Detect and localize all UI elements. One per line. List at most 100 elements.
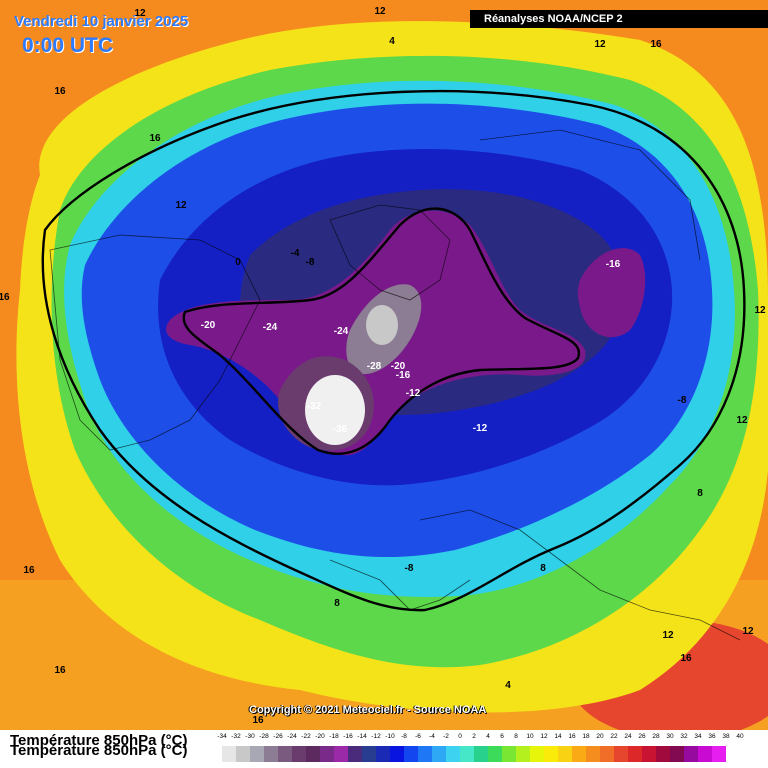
contour-label: 16	[650, 39, 662, 50]
coastline-overlay	[49, 129, 741, 641]
legend-tick-label: 34	[694, 733, 702, 740]
legend-tick-label: 36	[708, 733, 716, 740]
contour-label: -24	[334, 326, 349, 337]
legend-tick-label: -10	[385, 733, 395, 740]
legend-tick-label: 28	[652, 733, 660, 740]
legend-tick-label: -6	[415, 733, 421, 740]
legend-swatch	[460, 746, 474, 762]
legend-tick-label: -18	[329, 733, 339, 740]
legend-swatch	[278, 746, 292, 762]
legend-tick-label: 40	[736, 733, 744, 740]
legend-swatch	[670, 746, 684, 762]
legend-swatch	[614, 746, 628, 762]
legend-swatch	[432, 746, 446, 762]
contour-label: 16	[149, 133, 161, 144]
legend-swatch	[264, 746, 278, 762]
legend-swatch	[530, 746, 544, 762]
contour-label: 4	[505, 680, 511, 691]
contour-label: -28	[367, 361, 382, 372]
legend-tick-label: 32	[680, 733, 688, 740]
legend-swatch	[558, 746, 572, 762]
legend-swatch	[516, 746, 530, 762]
legend-tick-label: 16	[568, 733, 576, 740]
contour-label: 16	[54, 665, 66, 676]
legend-swatch	[222, 746, 236, 762]
legend-swatch	[502, 746, 516, 762]
legend-swatch	[320, 746, 334, 762]
contour-label: -8	[678, 395, 687, 406]
legend-swatch	[628, 746, 642, 762]
legend-tick-label: 24	[624, 733, 632, 740]
contour-label: -4	[291, 248, 300, 259]
legend-swatch	[544, 746, 558, 762]
legend-tick-label: 22	[610, 733, 618, 740]
contour-label: 12	[594, 39, 606, 50]
legend-swatch	[306, 746, 320, 762]
contour-label: -16	[396, 370, 411, 381]
legend-swatch	[488, 746, 502, 762]
legend-tick-label: -34	[217, 733, 227, 740]
legend-tick-label: -12	[371, 733, 381, 740]
contour-label: 4	[389, 36, 395, 47]
map-footer: Température 850hPa (°C) Température 850h…	[0, 730, 768, 768]
legend-swatch	[642, 746, 656, 762]
contour-label: -20	[201, 320, 216, 331]
contour-label: -12	[406, 388, 421, 399]
legend-tick-label: 0	[458, 733, 462, 740]
legend-tick-label: 6	[500, 733, 504, 740]
legend-tick-label: -26	[273, 733, 283, 740]
legend-tick-label: -4	[429, 733, 435, 740]
contour-label: 16	[252, 715, 264, 726]
legend-swatch	[250, 746, 264, 762]
legend-swatch	[404, 746, 418, 762]
legend-swatch	[446, 746, 460, 762]
legend-swatch	[572, 746, 586, 762]
legend-swatch	[376, 746, 390, 762]
contour-label: 12	[662, 630, 674, 641]
legend-swatch	[656, 746, 670, 762]
legend-swatch	[684, 746, 698, 762]
contour-label: 12	[134, 8, 146, 19]
legend-tick-label: 10	[526, 733, 534, 740]
legend-tick-label: -22	[301, 733, 311, 740]
contour-label: 8	[334, 598, 340, 609]
legend-swatch	[292, 746, 306, 762]
legend-tick-label: 12	[540, 733, 548, 740]
forecast-date: Vendredi 10 janvier 2025	[14, 13, 189, 30]
legend-tick-label: -30	[245, 733, 255, 740]
zero-isotherm-contour	[41, 89, 746, 612]
color-scale-legend: -34 -32 -30 -28 -26 -24 -22 -20 -18 -16 -14 -12 -10-…	[214, 730, 768, 768]
contour-label: 12	[175, 200, 187, 211]
contour-label: 16	[23, 565, 35, 576]
legend-swatch	[698, 746, 712, 762]
footer-title-shadow: Température 850hPa (°C)	[10, 742, 188, 759]
contour-label: 16	[680, 653, 692, 664]
contour-label: 12	[742, 626, 754, 637]
minus-twenty-contour	[182, 207, 581, 455]
legend-tick-label: 26	[638, 733, 646, 740]
contour-label: -16	[606, 259, 621, 270]
contour-label: 8	[540, 563, 546, 574]
legend-swatch	[334, 746, 348, 762]
legend-tick-label: 2	[472, 733, 476, 740]
source-label: Réanalyses NOAA/NCEP 2	[470, 10, 768, 28]
footer-title: Température 850hPa (°C)	[10, 732, 188, 749]
legend-tick-label: -32	[231, 733, 241, 740]
legend-tick-label: 30	[666, 733, 674, 740]
contour-label: 0	[235, 257, 241, 268]
forecast-time: 0:00 UTC	[22, 34, 114, 57]
legend-swatch	[712, 746, 726, 762]
legend-tick-label: 18	[582, 733, 590, 740]
legend-tick-label: 38	[722, 733, 730, 740]
legend-swatch	[390, 746, 404, 762]
legend-tick-label: -16	[343, 733, 353, 740]
legend-tick-label: -2	[443, 733, 449, 740]
copyright-notice: Copyright © 2021 Meteociel.fr - Source N…	[249, 704, 487, 716]
contour-label: 16	[0, 292, 10, 303]
contour-label: -12	[473, 423, 488, 434]
contour-label: 16	[54, 86, 66, 97]
white-cold-spot	[305, 375, 365, 445]
contour-label: -8	[405, 563, 414, 574]
